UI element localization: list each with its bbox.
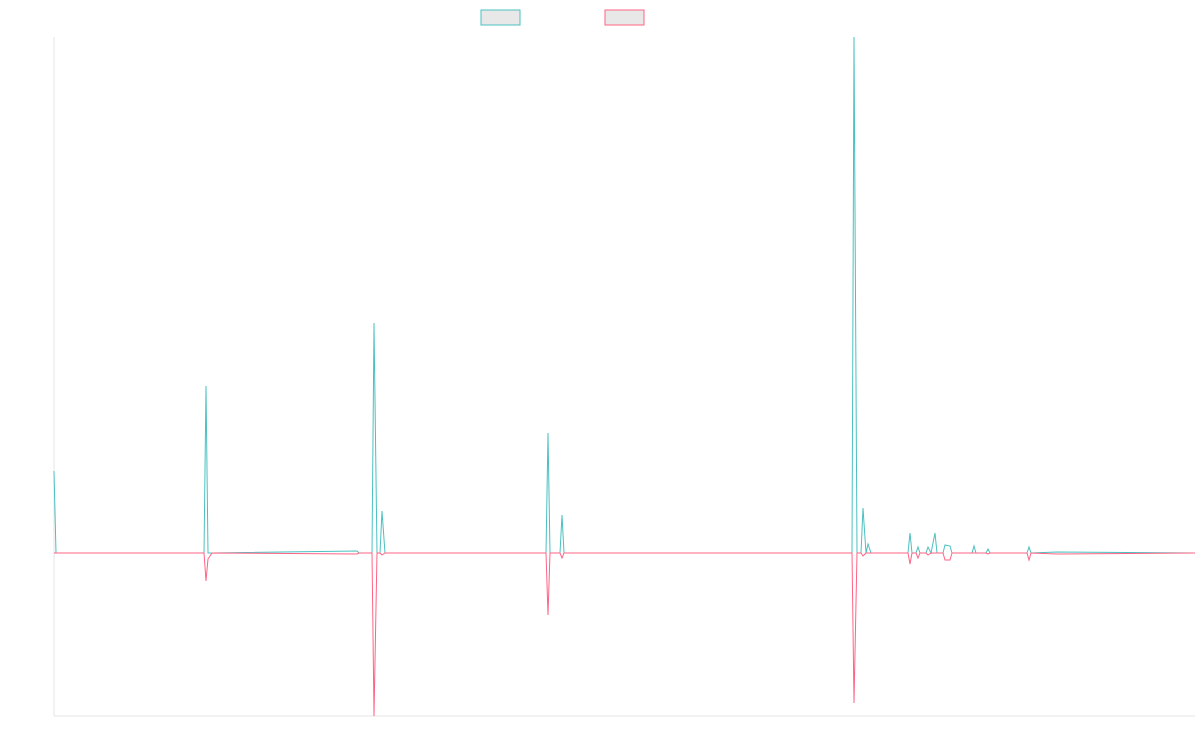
chart xyxy=(0,0,1200,750)
legend-swatch xyxy=(481,10,520,25)
series-line xyxy=(54,553,1195,716)
legend-swatch xyxy=(605,10,644,25)
series-line xyxy=(54,37,1195,553)
page: (() => { const data = JSON.parse(documen… xyxy=(0,0,1200,750)
